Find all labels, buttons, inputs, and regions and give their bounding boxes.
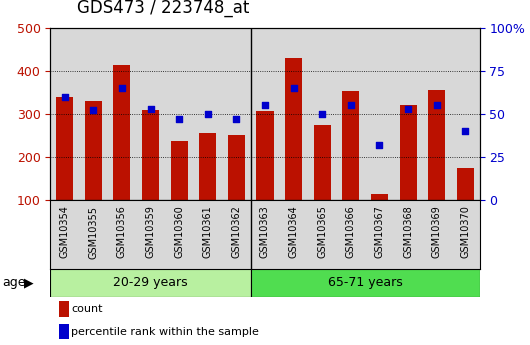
Text: ▶: ▶ (24, 276, 33, 289)
Text: GSM10361: GSM10361 (203, 206, 213, 258)
Text: GSM10354: GSM10354 (60, 206, 69, 258)
Text: percentile rank within the sample: percentile rank within the sample (71, 327, 259, 337)
Point (89, 108, 98, 113)
Bar (59, 324, 69, 339)
Bar (56, 97, 73, 200)
Text: GSM10365: GSM10365 (317, 206, 327, 258)
Point (118, 85, 126, 91)
Bar (142, 110, 159, 200)
Bar (85, 101, 102, 200)
Point (432, 102, 441, 108)
Text: GSM10370: GSM10370 (461, 206, 470, 258)
Point (347, 102, 355, 108)
Text: GDS473 / 223748_at: GDS473 / 223748_at (77, 0, 249, 17)
Bar (251, 269, 480, 297)
Text: GSM10366: GSM10366 (346, 206, 356, 258)
Point (261, 102, 269, 108)
Point (461, 128, 470, 134)
Bar (342, 91, 359, 200)
Bar (428, 90, 445, 200)
Text: GSM10360: GSM10360 (174, 206, 184, 258)
Text: GSM10364: GSM10364 (289, 206, 298, 258)
Text: count: count (71, 304, 102, 314)
Text: GSM10356: GSM10356 (117, 206, 127, 258)
Point (60, 94, 69, 99)
Bar (228, 136, 245, 200)
Point (404, 106, 412, 111)
Text: GSM10363: GSM10363 (260, 206, 270, 258)
Point (232, 116, 241, 122)
Bar (400, 105, 417, 200)
Bar (285, 58, 302, 200)
Bar (371, 195, 388, 200)
Bar (50, 269, 251, 297)
Bar (314, 125, 331, 200)
Text: GSM10368: GSM10368 (403, 206, 413, 258)
Point (289, 85, 298, 91)
Bar (113, 65, 130, 200)
Text: GSM10367: GSM10367 (375, 206, 384, 258)
Text: GSM10369: GSM10369 (432, 206, 441, 258)
Point (318, 111, 326, 117)
Bar (457, 168, 474, 200)
Point (146, 106, 155, 111)
Bar (171, 141, 188, 200)
Text: 20-29 years: 20-29 years (113, 276, 188, 289)
Text: GSM10355: GSM10355 (89, 206, 98, 259)
Point (375, 142, 384, 148)
Bar (257, 111, 273, 200)
Text: GSM10359: GSM10359 (146, 206, 155, 258)
Bar (59, 301, 69, 317)
Bar (199, 133, 216, 200)
Text: GSM10362: GSM10362 (232, 206, 241, 258)
Point (204, 111, 212, 117)
Text: age: age (3, 276, 26, 289)
Text: 65-71 years: 65-71 years (328, 276, 403, 289)
Point (175, 116, 183, 122)
